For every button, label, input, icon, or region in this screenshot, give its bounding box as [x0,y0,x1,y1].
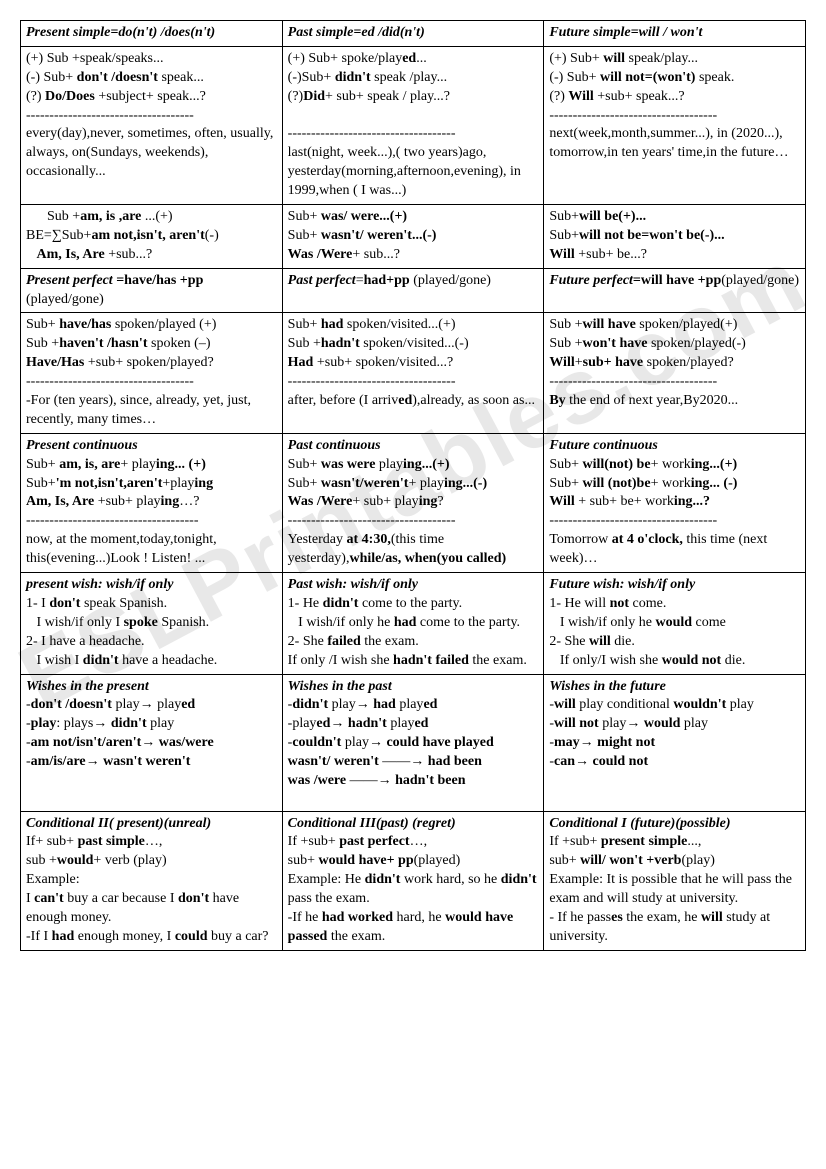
cell-future-be: Sub+will be(+)...Sub+will not be=won't b… [544,205,806,269]
cell-future-wish: Future wish: wish/if only1- He will not … [544,573,806,674]
cell-future-simple: (+) Sub+ will speak/play...(-) Sub+ will… [544,46,806,204]
cell-header-present: Present simple=do(n't) /does(n't) [21,21,283,47]
cell-future-perfect: Sub +will have spoken/played(+)Sub +won'… [544,313,806,433]
cell-past-perfect: Sub+ had spoken/visited...(+)Sub +hadn't… [282,313,544,433]
grammar-table: Present simple=do(n't) /does(n't) Past s… [20,20,806,951]
cell-future-perfect-h: Future perfect=will have +pp(played/gone… [544,268,806,313]
cell-wishes-future: Wishes in the future-will play condition… [544,674,806,811]
cell-present-wish: present wish: wish/if only1- I don't spe… [21,573,283,674]
cell-conditional-i: Conditional I (future)(possible)If +sub+… [544,811,806,950]
cell-conditional-ii: Conditional II( present)(unreal)If+ sub+… [21,811,283,950]
cell-present-be: Sub +am, is ,are ...(+)BE=∑Sub+am not,is… [21,205,283,269]
cell-present-perfect-h: Present perfect =have/has +pp (played/go… [21,268,283,313]
cell-past-simple: (+) Sub+ spoke/played...(-)Sub+ didn't s… [282,46,544,204]
cell-past-wish: Past wish: wish/if only1- He didn't come… [282,573,544,674]
cell-header-past: Past simple=ed /did(n't) [282,21,544,47]
cell-present-continuous: Present continuousSub+ am, is, are+ play… [21,433,283,572]
cell-present-simple: (+) Sub +speak/speaks...(-) Sub+ don't /… [21,46,283,204]
cell-conditional-iii: Conditional III(past) (regret)If +sub+ p… [282,811,544,950]
cell-header-future: Future simple=will / won't [544,21,806,47]
cell-past-perfect-h: Past perfect=had+pp (played/gone) [282,268,544,313]
cell-wishes-past: Wishes in the past-didn't play→ had play… [282,674,544,811]
cell-wishes-present: Wishes in the present-don't /doesn't pla… [21,674,283,811]
cell-past-be: Sub+ was/ were...(+)Sub+ wasn't/ weren't… [282,205,544,269]
cell-past-continuous: Past continuousSub+ was were playing...(… [282,433,544,572]
cell-future-continuous: Future continuousSub+ will(not) be+ work… [544,433,806,572]
cell-present-perfect: Sub+ have/has spoken/played (+)Sub +have… [21,313,283,433]
